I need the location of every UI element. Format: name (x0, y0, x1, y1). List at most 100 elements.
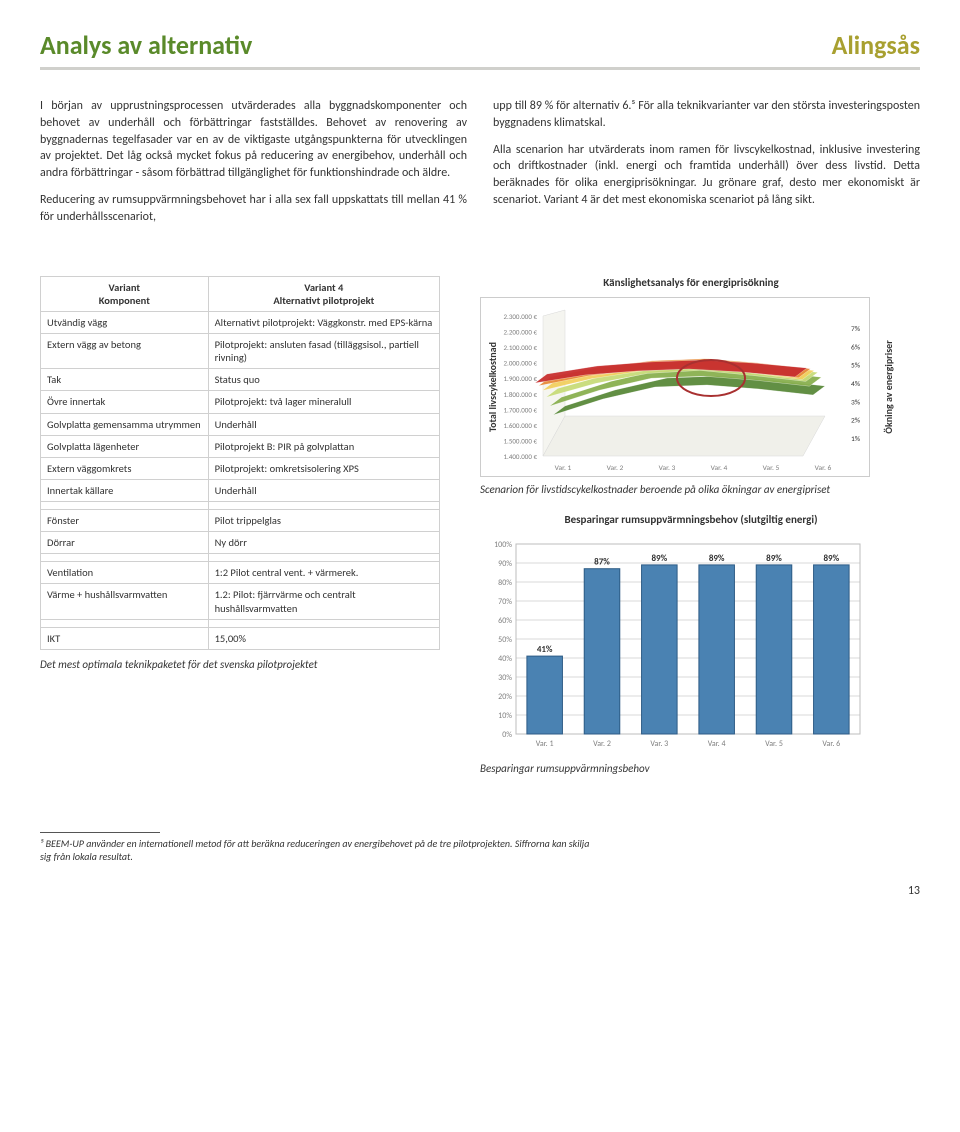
svg-text:Var. 6: Var. 6 (815, 464, 832, 473)
svg-text:Var. 1: Var. 1 (536, 739, 554, 749)
table-cell: Underhåll (208, 479, 439, 501)
table-header-row: VariantKomponent Variant 4Alternativt pi… (41, 276, 440, 311)
body-col-left: I början av upprustningsprocessen utvärd… (40, 98, 467, 236)
svg-text:2.100.000 €: 2.100.000 € (504, 343, 538, 352)
table-cell: Pilotprojekt: ansluten fasad (tilläggsis… (208, 334, 439, 369)
surface-chart-svg: 2.300.000 € 2.200.000 € 2.100.000 € 2.000.0… (481, 298, 870, 477)
body-left-p1: I början av upprustningsprocessen utvärd… (40, 98, 467, 182)
svg-text:30%: 30% (498, 673, 512, 683)
table-row: TakStatus quo (41, 369, 440, 391)
svg-text:Var. 1: Var. 1 (555, 464, 572, 473)
table-column: VariantKomponent Variant 4Alternativt pi… (40, 276, 440, 792)
table-cell: Golvplatta lägenheter (41, 435, 209, 457)
svg-text:41%: 41% (537, 644, 553, 655)
svg-text:2.300.000 €: 2.300.000 € (504, 312, 538, 321)
table-row: Extern vägg av betongPilotprojekt: anslu… (41, 334, 440, 369)
table-row: Golvplatta gemensamma utrymmenUnderhåll (41, 413, 440, 435)
header-row: Analys av alternativ Alingsås (40, 28, 920, 70)
table-row: Utvändig väggAlternativt pilotprojekt: V… (41, 311, 440, 333)
table-cell: Pilotprojekt: två lager mineralull (208, 391, 439, 413)
svg-text:89%: 89% (766, 553, 782, 564)
svg-text:Var. 5: Var. 5 (765, 739, 783, 749)
svg-text:7%: 7% (851, 325, 861, 334)
table-row: Ventilation1:2 Pilot central vent. + vär… (41, 562, 440, 584)
svg-text:1.600.000 €: 1.600.000 € (504, 420, 538, 429)
svg-text:1.800.000 €: 1.800.000 € (504, 389, 538, 398)
table-row: Övre innertakPilotprojekt: två lager min… (41, 391, 440, 413)
svg-text:50%: 50% (498, 635, 512, 645)
svg-text:60%: 60% (498, 616, 512, 626)
svg-text:70%: 70% (498, 597, 512, 607)
svg-text:89%: 89% (823, 553, 839, 564)
page-title-left: Analys av alternativ (40, 28, 252, 63)
table-row: Värme + hushållsvarmvatten1.2: Pilot: fj… (41, 584, 440, 619)
surface-chart-ylabel2: Ökning av energipriser (882, 340, 896, 434)
table-cell: Ny dörr (208, 532, 439, 554)
svg-text:2.000.000 €: 2.000.000 € (504, 358, 538, 367)
table-cell: Alternativt pilotprojekt: Väggkonstr. me… (208, 311, 439, 333)
table-row: DörrarNy dörr (41, 532, 440, 554)
svg-text:4%: 4% (851, 380, 861, 389)
table-row: FönsterPilot trippelglas (41, 510, 440, 532)
table-cell: 1.2: Pilot: fjärrvärme och centralt hush… (208, 584, 439, 619)
lower-row: VariantKomponent Variant 4Alternativt pi… (40, 276, 920, 792)
bar-chart-caption: Besparingar rumsuppvärmningsbehov (480, 762, 920, 776)
table-cell: Dörrar (41, 532, 209, 554)
footnote-rule (40, 832, 160, 833)
svg-text:20%: 20% (498, 692, 512, 702)
table-cell: Extern vägg av betong (41, 334, 209, 369)
bar-chart-title: Besparingar rumsuppvärmningsbehov (slutg… (462, 513, 920, 528)
table-cell: Extern väggomkrets (41, 457, 209, 479)
table-cell: IKT (41, 627, 209, 649)
svg-text:10%: 10% (498, 711, 512, 721)
bar-chart-svg: 100%90%80%70%60%50%40%30%20%10%0%41%Var.… (480, 534, 870, 754)
svg-text:2.200.000 €: 2.200.000 € (504, 327, 538, 336)
svg-text:80%: 80% (498, 578, 512, 588)
svg-text:Var. 2: Var. 2 (607, 464, 624, 473)
svg-text:40%: 40% (498, 654, 512, 664)
table-cell: Tak (41, 369, 209, 391)
table-cell: 1:2 Pilot central vent. + värmerek. (208, 562, 439, 584)
svg-text:Var. 3: Var. 3 (650, 739, 668, 749)
svg-text:87%: 87% (594, 556, 610, 567)
svg-text:1.400.000 €: 1.400.000 € (504, 452, 538, 461)
table-cell: Fönster (41, 510, 209, 532)
footnote: ⁵ BEEM-UP använder en internationell met… (40, 837, 600, 863)
svg-text:5%: 5% (851, 361, 861, 370)
svg-text:89%: 89% (709, 553, 725, 564)
table-cell: Pilotprojekt B: PIR på golvplattan (208, 435, 439, 457)
table-row: Golvplatta lägenheterPilotprojekt B: PIR… (41, 435, 440, 457)
body-right-p2: Alla scenarion har utvärderats inom rame… (493, 142, 920, 209)
table-caption: Det mest optimala teknikpaketet för det … (40, 658, 440, 673)
table-cell: Värme + hushållsvarmvatten (41, 584, 209, 619)
table-cell: 15,00% (208, 627, 439, 649)
charts-column: Känslighetsanalys för energiprisökning T… (462, 276, 920, 792)
table-row: IKT15,00% (41, 627, 440, 649)
body-left-p2: Reducering av rumsuppvärmningsbehovet ha… (40, 192, 467, 226)
table-row: Extern väggomkretsPilotprojekt: omkretsi… (41, 457, 440, 479)
svg-text:Var. 4: Var. 4 (708, 739, 726, 749)
svg-text:2%: 2% (851, 416, 861, 425)
surface-chart-wrap: Total livscykelkostnad Ökning av energip… (462, 297, 920, 477)
table-cell: Pilot trippelglas (208, 510, 439, 532)
table-cell: Status quo (208, 369, 439, 391)
table-cell: Utvändig vägg (41, 311, 209, 333)
svg-text:1.500.000 €: 1.500.000 € (504, 436, 538, 445)
svg-text:100%: 100% (494, 540, 512, 550)
bar-chart: 100%90%80%70%60%50%40%30%20%10%0%41%Var.… (480, 534, 920, 754)
svg-text:1%: 1% (851, 435, 861, 444)
svg-text:Var. 6: Var. 6 (822, 739, 840, 749)
table-col2-head: Variant 4Alternativt pilotprojekt (208, 276, 439, 311)
svg-text:1.900.000 €: 1.900.000 € (504, 374, 538, 383)
svg-text:1.700.000 €: 1.700.000 € (504, 405, 538, 414)
body-right-p1: upp till 89 % för alternativ 6.⁵ För all… (493, 98, 920, 132)
table-cell: Ventilation (41, 562, 209, 584)
table-cell: Övre innertak (41, 391, 209, 413)
table-col1-head: VariantKomponent (41, 276, 209, 311)
body-col-right: upp till 89 % för alternativ 6.⁵ För all… (493, 98, 920, 236)
variant-table: VariantKomponent Variant 4Alternativt pi… (40, 276, 440, 650)
svg-text:Var. 3: Var. 3 (659, 464, 676, 473)
svg-text:Var. 2: Var. 2 (593, 739, 611, 749)
svg-text:90%: 90% (498, 559, 512, 569)
table-cell: Innertak källare (41, 479, 209, 501)
